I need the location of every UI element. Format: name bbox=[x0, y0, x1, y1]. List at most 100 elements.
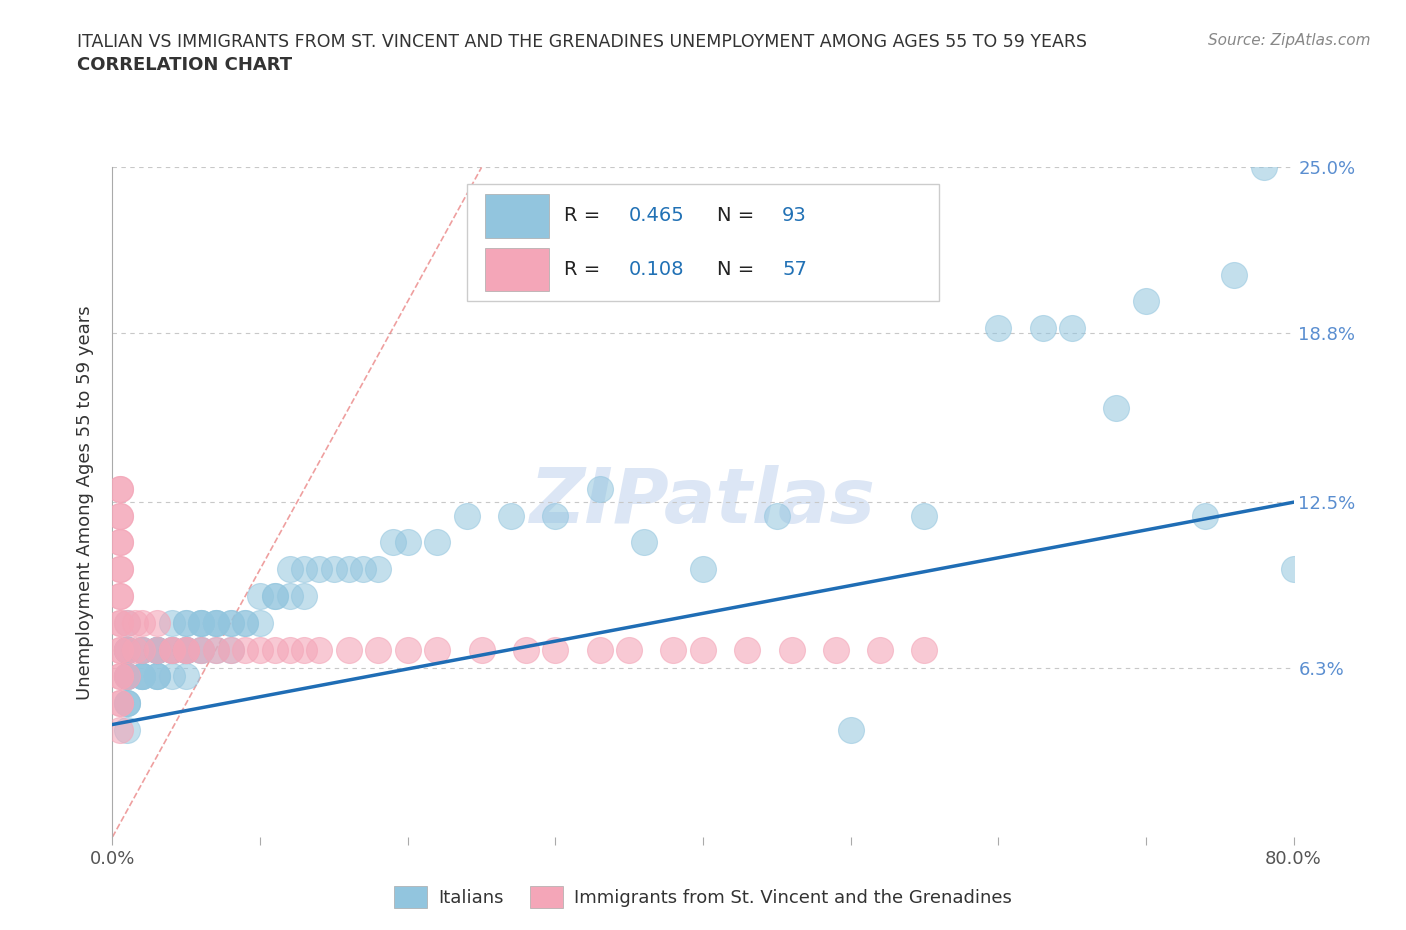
Point bbox=[352, 562, 374, 577]
Point bbox=[117, 642, 138, 657]
Point bbox=[190, 642, 212, 657]
Point bbox=[1062, 321, 1084, 336]
Point bbox=[219, 616, 242, 631]
Point bbox=[146, 642, 169, 657]
Point bbox=[205, 616, 228, 631]
Point bbox=[780, 642, 803, 657]
Point bbox=[249, 642, 271, 657]
Point bbox=[160, 669, 183, 684]
Point bbox=[117, 616, 138, 631]
Point bbox=[117, 696, 138, 711]
Point bbox=[278, 589, 301, 604]
Point bbox=[588, 642, 610, 657]
Point bbox=[308, 642, 330, 657]
Point bbox=[117, 642, 138, 657]
Point bbox=[146, 642, 169, 657]
Point bbox=[146, 642, 169, 657]
Point bbox=[987, 321, 1010, 336]
Point bbox=[308, 562, 330, 577]
Point bbox=[131, 616, 153, 631]
Point bbox=[160, 642, 183, 657]
Point bbox=[160, 642, 183, 657]
Point bbox=[117, 616, 138, 631]
Point bbox=[396, 535, 419, 550]
Point bbox=[160, 642, 183, 657]
Point bbox=[337, 562, 360, 577]
Point bbox=[470, 642, 494, 657]
Point bbox=[233, 616, 256, 631]
Point bbox=[869, 642, 891, 657]
Point bbox=[117, 642, 138, 657]
Point bbox=[588, 482, 610, 497]
Point bbox=[117, 723, 138, 737]
Point bbox=[367, 562, 389, 577]
Point bbox=[205, 642, 228, 657]
Bar bbox=[485, 247, 550, 291]
Point bbox=[174, 616, 197, 631]
Point bbox=[292, 642, 315, 657]
Point bbox=[146, 669, 169, 684]
Point bbox=[146, 669, 169, 684]
Text: N =: N = bbox=[717, 260, 761, 279]
Point bbox=[205, 642, 228, 657]
Point bbox=[131, 642, 153, 657]
Point bbox=[662, 642, 685, 657]
Point bbox=[337, 642, 360, 657]
Point bbox=[117, 669, 138, 684]
Point bbox=[174, 669, 197, 684]
Point bbox=[108, 589, 131, 604]
Point bbox=[108, 482, 131, 497]
Point bbox=[426, 535, 449, 550]
Point bbox=[824, 642, 846, 657]
Point bbox=[190, 616, 212, 631]
Point bbox=[160, 642, 183, 657]
Point bbox=[501, 508, 523, 523]
Text: 93: 93 bbox=[782, 206, 807, 225]
FancyBboxPatch shape bbox=[467, 184, 939, 301]
Point bbox=[1105, 401, 1128, 416]
Point bbox=[233, 616, 256, 631]
Point bbox=[190, 642, 212, 657]
Point bbox=[190, 642, 212, 657]
Point bbox=[117, 642, 138, 657]
Text: ZIPatlas: ZIPatlas bbox=[530, 465, 876, 539]
Point bbox=[190, 616, 212, 631]
Point bbox=[108, 562, 131, 577]
Point bbox=[766, 508, 789, 523]
Point bbox=[249, 616, 271, 631]
Point bbox=[131, 669, 153, 684]
Point bbox=[619, 642, 641, 657]
Point bbox=[382, 535, 405, 550]
Point bbox=[146, 642, 169, 657]
Point bbox=[124, 616, 146, 631]
Point bbox=[1194, 508, 1216, 523]
Point bbox=[131, 669, 153, 684]
Point bbox=[117, 669, 138, 684]
Point bbox=[131, 642, 153, 657]
Point bbox=[117, 669, 138, 684]
Point bbox=[117, 642, 138, 657]
Point bbox=[914, 508, 936, 523]
Point bbox=[108, 535, 131, 550]
Point bbox=[117, 642, 138, 657]
Text: 0.108: 0.108 bbox=[628, 260, 685, 279]
Point bbox=[396, 642, 419, 657]
Point bbox=[160, 642, 183, 657]
Point bbox=[205, 616, 228, 631]
Point bbox=[108, 696, 131, 711]
Point bbox=[146, 642, 169, 657]
Text: CORRELATION CHART: CORRELATION CHART bbox=[77, 56, 292, 73]
Point bbox=[839, 723, 862, 737]
Point bbox=[292, 562, 315, 577]
Point bbox=[1223, 267, 1246, 282]
Point bbox=[1135, 294, 1157, 309]
Point bbox=[367, 642, 389, 657]
Point bbox=[108, 723, 131, 737]
Point bbox=[174, 616, 197, 631]
Point bbox=[117, 642, 138, 657]
Point bbox=[544, 642, 567, 657]
Point bbox=[515, 642, 537, 657]
Point bbox=[108, 669, 131, 684]
Point bbox=[117, 669, 138, 684]
Point bbox=[692, 562, 714, 577]
